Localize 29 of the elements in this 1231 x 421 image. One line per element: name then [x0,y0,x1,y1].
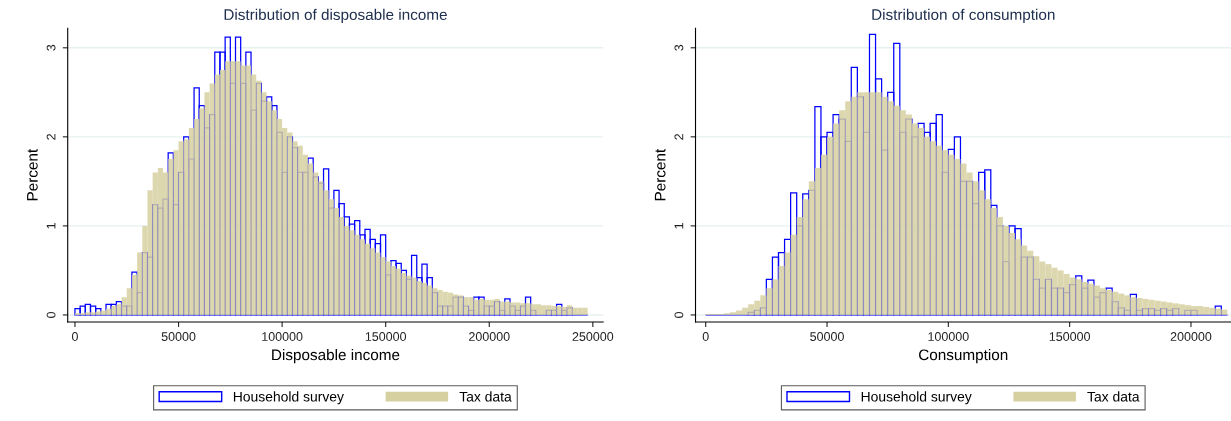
x-tick-label: 150000 [1049,332,1091,341]
legend-label: Tax data [459,391,512,402]
x-tick-label: 0 [702,332,709,341]
y-tick-label: 0 [674,311,684,318]
x-tick-label: 200000 [1170,332,1212,341]
x-tick-label: 100000 [262,332,303,341]
y-axis-title: Percent [27,148,38,201]
x-tick-label: 150000 [365,332,407,341]
x-axis-title: Disposable income [272,349,400,364]
legend-label: Tax data [1087,391,1140,402]
legend-label: Household survey [861,391,972,405]
y-tick-label: 2 [46,134,56,140]
x-tick-label: 100000 [928,332,969,341]
y-tick-label: 1 [46,223,56,229]
y-tick-label: 0 [46,311,56,318]
legend-label: Household survey [233,391,344,405]
y-tick-label: 3 [674,44,684,51]
y-tick-label: 2 [674,134,684,140]
x-tick-label: 50000 [161,332,196,341]
y-tick-label: 3 [46,44,56,51]
x-tick-label: 250000 [572,332,614,341]
y-tick-label: 1 [674,223,684,229]
y-axis-title: Percent [654,148,666,201]
x-tick-label: 200000 [469,332,510,341]
x-tick-label: 50000 [810,332,844,341]
chart-title: Distribution of consumption [872,8,1055,24]
chart-title: Distribution of disposable income [224,8,447,24]
x-axis-title: Consumption [919,349,1008,364]
x-tick-label: 0 [71,332,78,341]
